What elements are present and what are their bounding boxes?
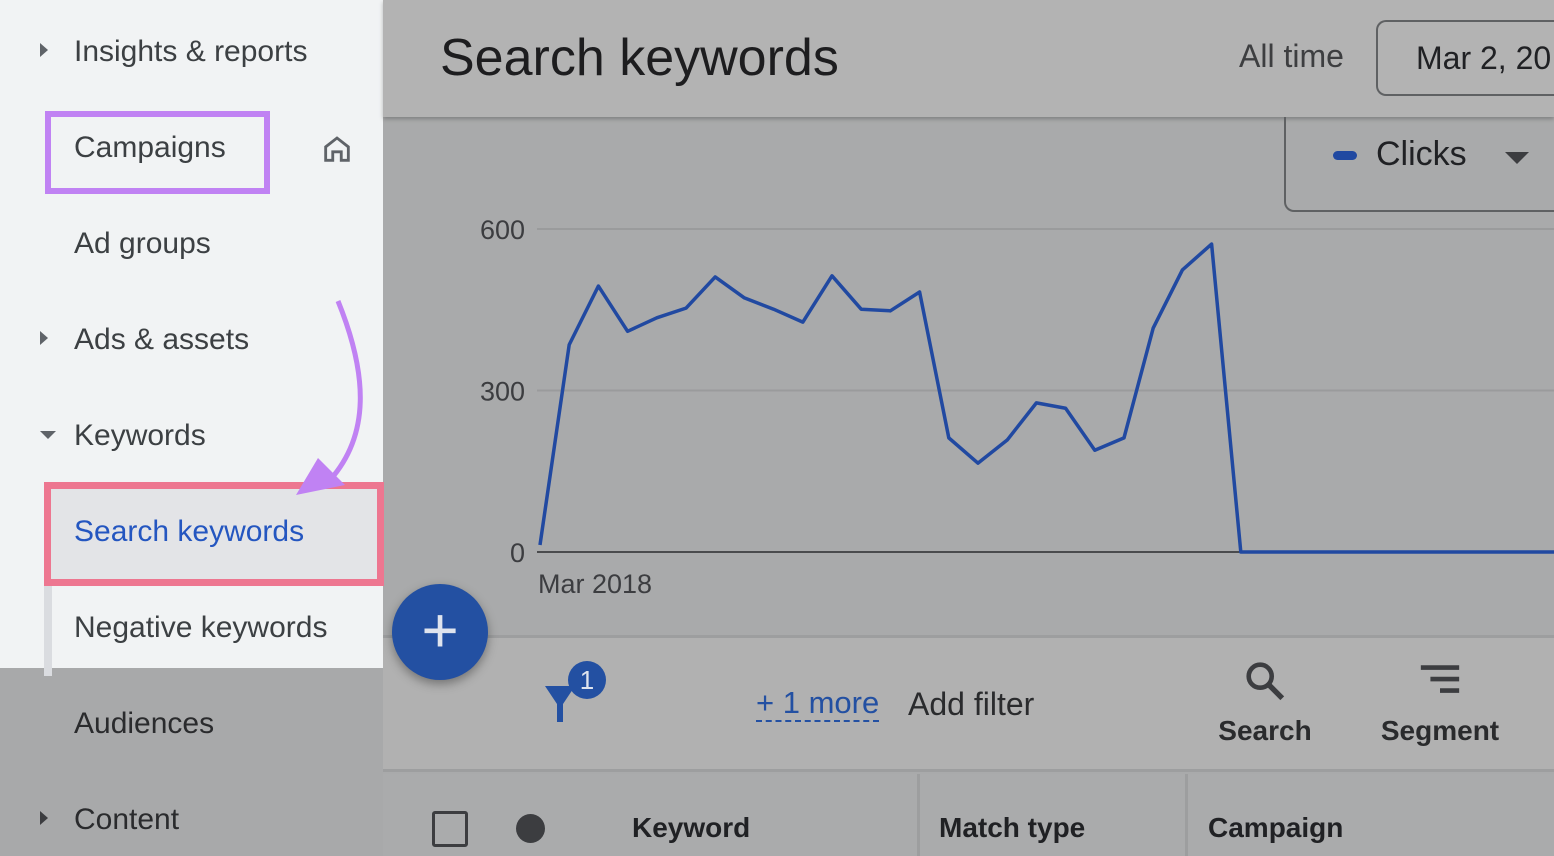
indent-bar: [44, 586, 52, 676]
date-range-picker[interactable]: Mar 2, 20: [1376, 20, 1554, 96]
column-header-campaign[interactable]: Campaign: [1208, 812, 1344, 843]
series-swatch: [1333, 151, 1357, 160]
page-header: Search keywords All time Mar 2, 20: [383, 0, 1554, 117]
filter-icon[interactable]: 1: [541, 658, 611, 728]
y-tick-label: 600: [480, 215, 525, 245]
divider: [383, 635, 1554, 638]
sidebar-item-insights[interactable]: Insights & reports: [74, 35, 308, 68]
search-keywords-highlight-box: [44, 482, 384, 586]
segment-button[interactable]: Segment: [1378, 658, 1502, 747]
search-button[interactable]: Search: [1213, 658, 1317, 747]
clicks-line-chart: 0 300 600 Mar 2018: [480, 215, 1554, 599]
sidebar-item-ads-assets[interactable]: Ads & assets: [74, 323, 250, 356]
annotation-arrow-icon: [296, 300, 363, 495]
add-fab-button[interactable]: +: [392, 584, 488, 680]
sidebar-item-negative-keywords[interactable]: Negative keywords: [74, 611, 328, 644]
status-dot-icon: [516, 814, 545, 843]
filter-count-badge: 1: [580, 665, 594, 695]
column-header-keyword[interactable]: Keyword: [632, 812, 751, 843]
search-label: Search: [1218, 715, 1312, 746]
segment-label: Segment: [1380, 715, 1500, 746]
sidebar-item-search-keywords[interactable]: Search keywords: [74, 515, 305, 548]
home-icon[interactable]: [320, 132, 354, 166]
search-icon: [1246, 662, 1285, 701]
expand-caret-icon[interactable]: [40, 43, 48, 57]
column-divider: [1185, 774, 1188, 856]
collapse-caret-icon[interactable]: [40, 431, 56, 439]
expand-caret-icon[interactable]: [40, 811, 48, 825]
select-all-checkbox[interactable]: [432, 811, 468, 847]
metric-selector[interactable]: Clicks: [1284, 117, 1554, 212]
date-range-label: All time: [1239, 38, 1344, 74]
column-divider: [917, 774, 920, 856]
x-tick-label: Mar 2018: [538, 569, 652, 599]
add-filter-button[interactable]: Add filter: [908, 686, 1035, 722]
sidebar-item-content[interactable]: Content: [74, 803, 180, 836]
metric-label: Clicks: [1376, 135, 1467, 173]
sidebar-item-ad-groups[interactable]: Ad groups: [74, 227, 211, 260]
table-header: Keyword Match type Campaign: [383, 774, 1554, 856]
sidebar-item-audiences[interactable]: Audiences: [74, 707, 215, 740]
filter-bar: 1 + 1 more Add filter Search Segment: [383, 638, 1554, 772]
more-filters-link[interactable]: + 1 more: [756, 685, 880, 722]
page-title: Search keywords: [440, 29, 839, 87]
sidebar-item-campaigns[interactable]: Campaigns: [74, 131, 226, 164]
sidebar: Insights & reports Campaigns Ad groups A…: [0, 0, 384, 856]
y-tick-label: 0: [510, 538, 525, 568]
column-header-match-type[interactable]: Match type: [939, 812, 1086, 843]
segment-icon: [1420, 665, 1460, 693]
series-line-clicks: [538, 242, 1554, 554]
sidebar-item-keywords[interactable]: Keywords: [74, 419, 206, 452]
dropdown-arrow-icon: [1505, 152, 1529, 164]
y-tick-label: 300: [480, 377, 525, 407]
expand-caret-icon[interactable]: [40, 331, 48, 345]
campaigns-highlight-box: [45, 111, 270, 194]
